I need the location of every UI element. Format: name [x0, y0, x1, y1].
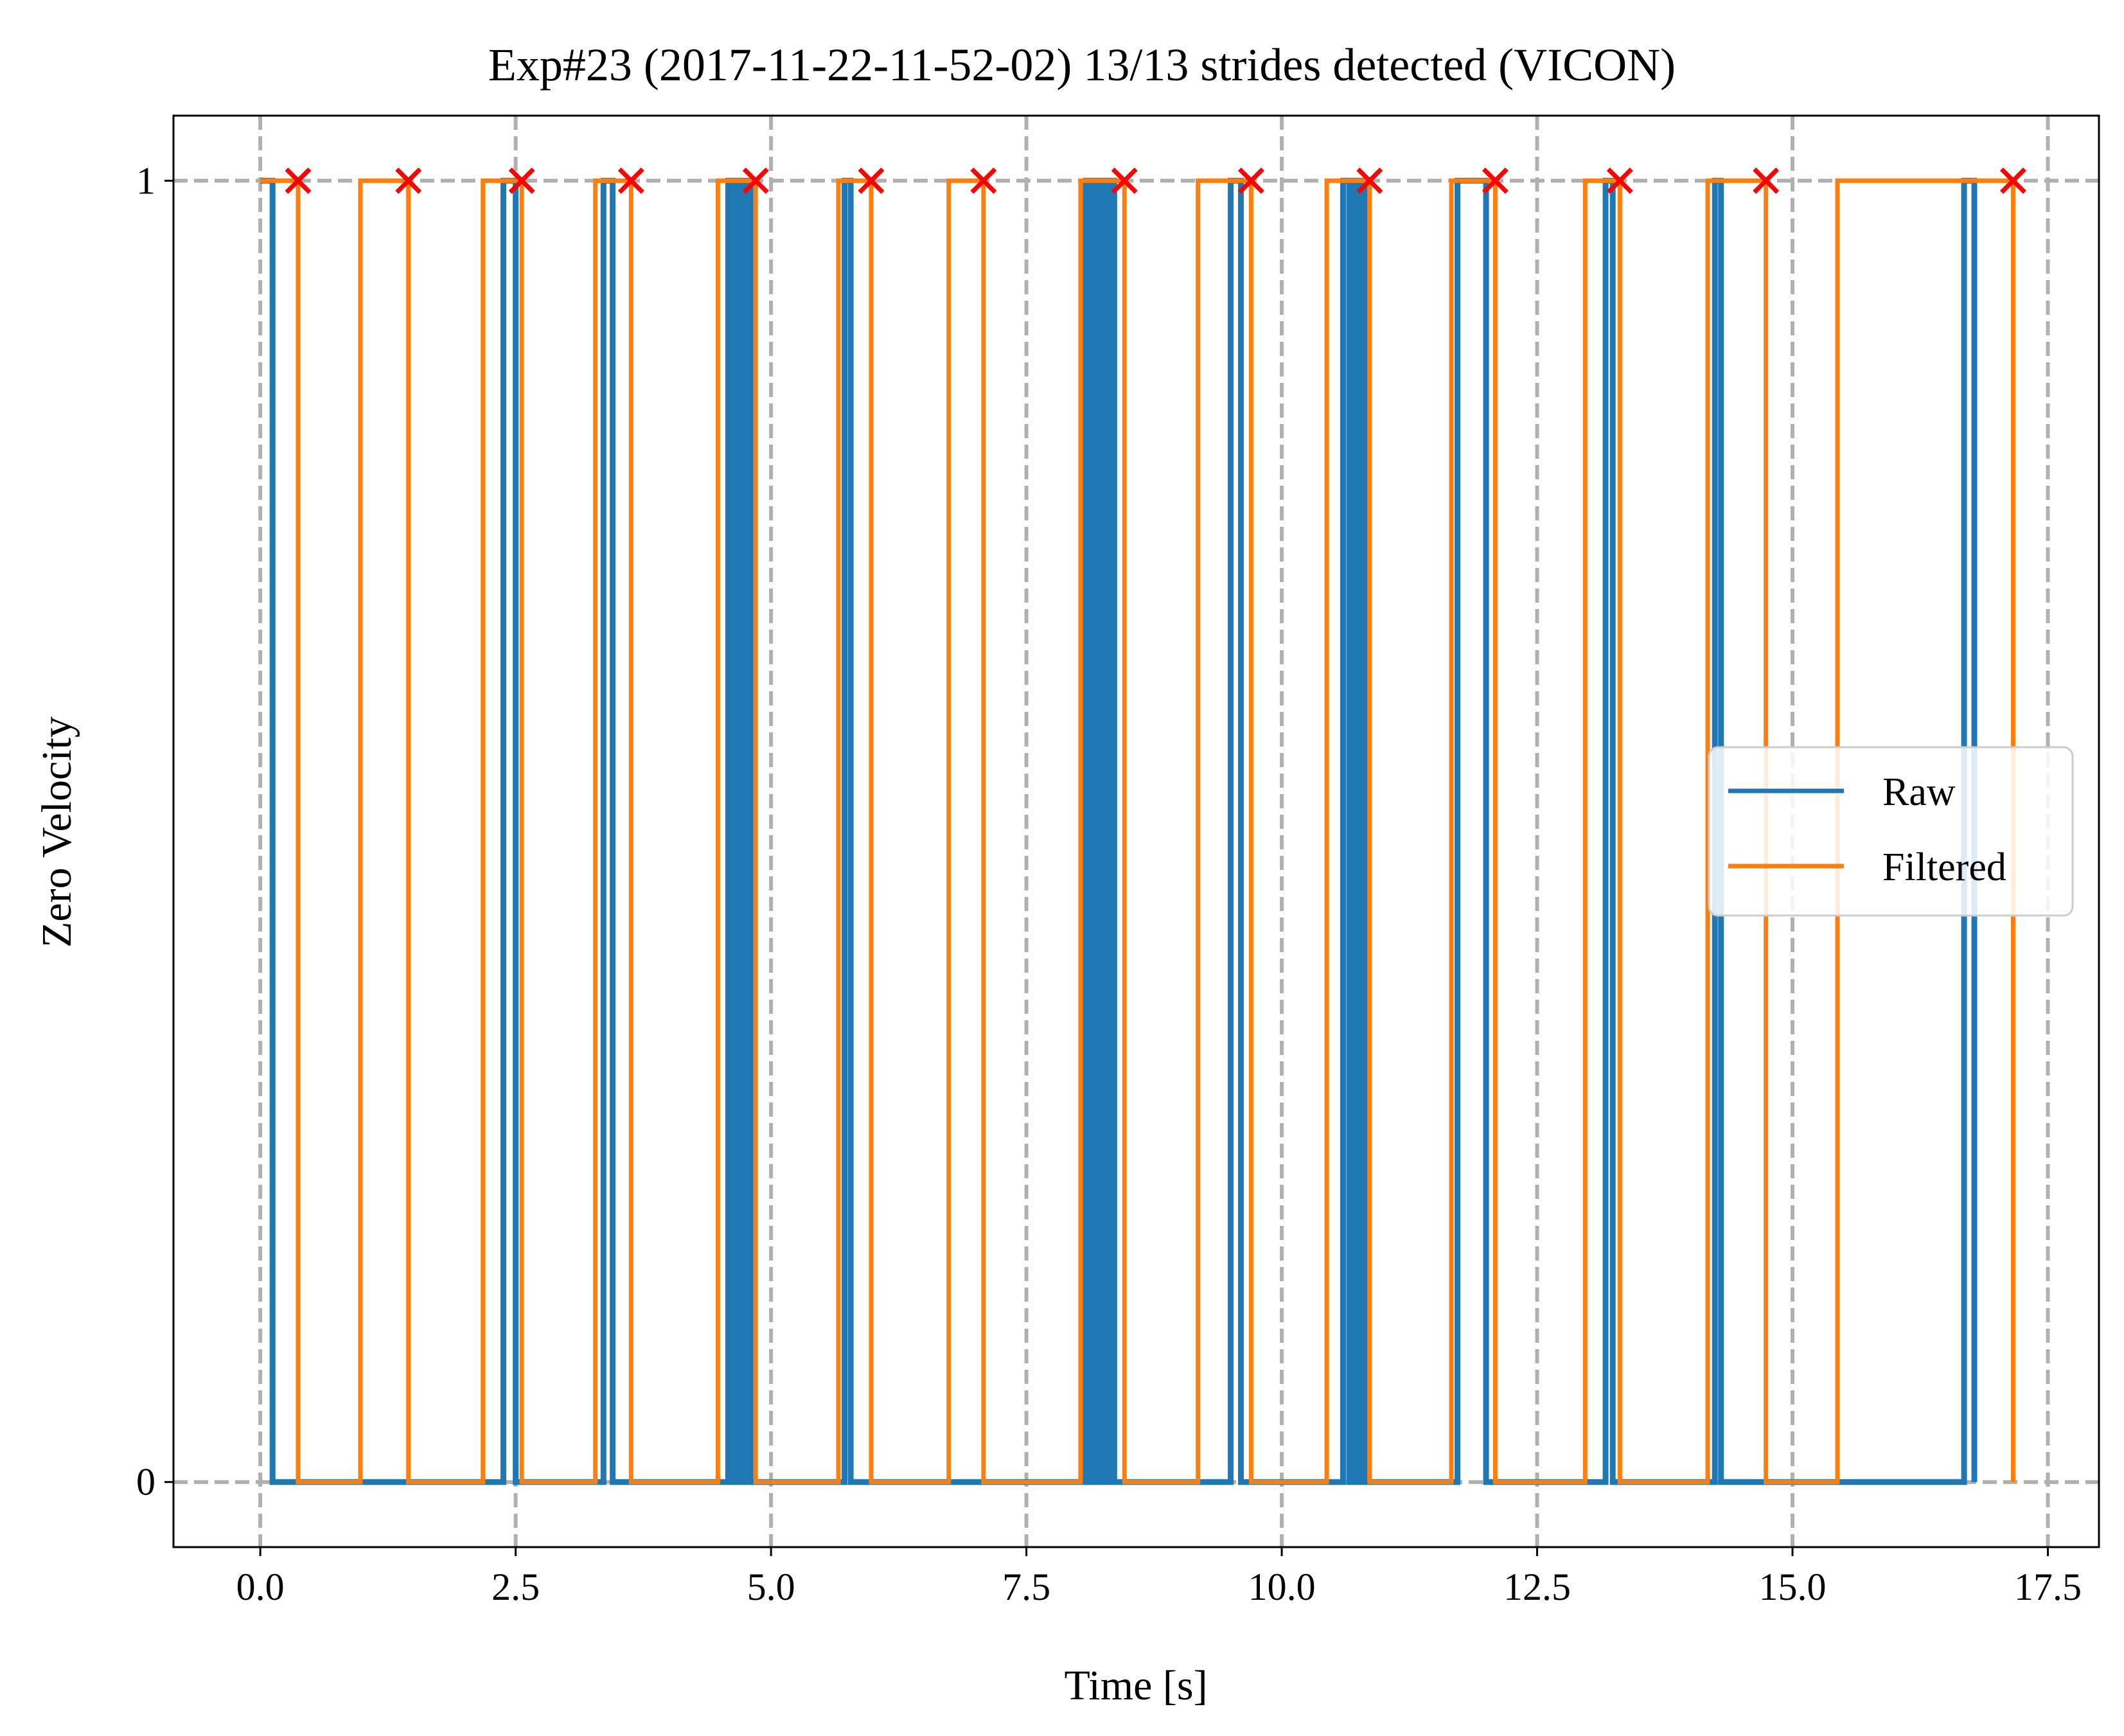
stride-marker-9 — [1356, 167, 1383, 194]
y-axis-label: Zero Velocity — [33, 716, 80, 948]
plot-frame — [172, 114, 2100, 1548]
x-tick-label-0: 0.0 — [236, 1566, 285, 1608]
stride-marker-6 — [970, 167, 997, 194]
x-tick-label-4: 10.0 — [1248, 1566, 1316, 1608]
axis-ticks: 0.0 2.5 5.0 7.5 10.0 12.5 15.0 17.5 0 1 — [136, 159, 2082, 1608]
stride-marker-3 — [617, 167, 644, 194]
stride-markers — [285, 167, 2026, 194]
legend-filtered-label: Filtered — [1882, 846, 2006, 889]
stride-marker-12 — [1753, 167, 1780, 194]
stride-marker-5 — [858, 167, 885, 194]
stride-marker-0 — [285, 167, 312, 194]
legend-raw-label: Raw — [1882, 770, 1956, 814]
stride-marker-7 — [1111, 167, 1138, 194]
stride-marker-1 — [395, 167, 422, 194]
stride-marker-2 — [508, 167, 535, 194]
stride-marker-10 — [1482, 167, 1509, 194]
x-tick-label-7: 17.5 — [2014, 1566, 2082, 1608]
x-tick-label-1: 2.5 — [491, 1566, 540, 1608]
x-tick-label-6: 15.0 — [1759, 1566, 1827, 1608]
stride-marker-4 — [742, 167, 769, 194]
x-tick-label-3: 7.5 — [1002, 1566, 1050, 1608]
stride-marker-11 — [1606, 167, 1633, 194]
x-tick-label-2: 5.0 — [747, 1566, 795, 1608]
x-tick-label-5: 12.5 — [1503, 1566, 1571, 1608]
x-axis-label: Time [s] — [1064, 1662, 1207, 1709]
legend: Raw Filtered — [1708, 746, 2074, 917]
chart-title: Exp#23 (2017-11-22-11-52-02) 13/13 strid… — [488, 39, 1676, 91]
stride-marker-8 — [1237, 167, 1264, 194]
y-tick-label-0: 0 — [136, 1461, 155, 1503]
y-tick-label-1: 1 — [136, 159, 155, 202]
stride-marker-13 — [1999, 167, 2026, 194]
